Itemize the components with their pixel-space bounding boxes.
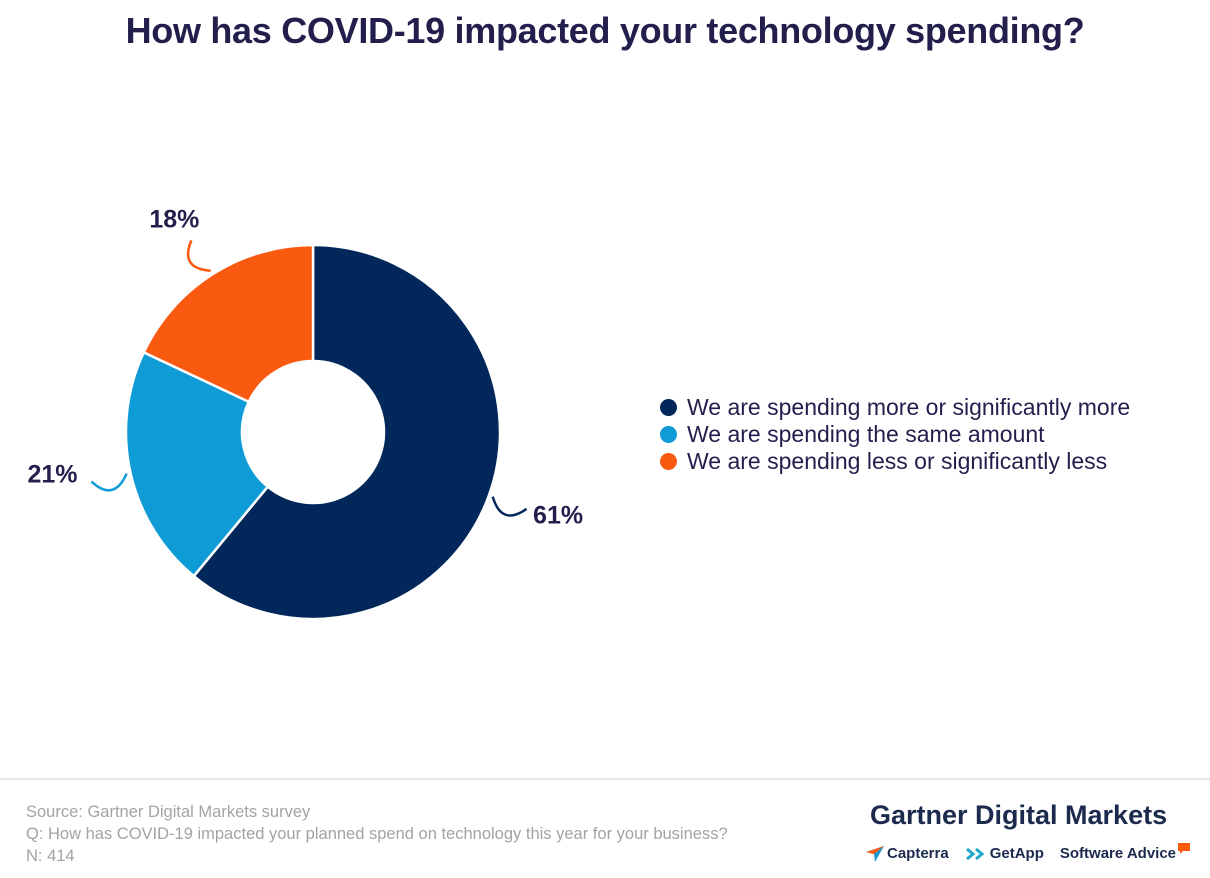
leader-line-more <box>491 496 528 517</box>
value-label-less: 18% <box>149 206 199 234</box>
getapp-label: GetApp <box>989 845 1044 862</box>
legend-item-more: We are spending more or significantly mo… <box>660 394 1130 421</box>
value-label-same: 21% <box>27 460 77 488</box>
sample-size-line: N: 414 <box>26 847 75 865</box>
chart-legend: We are spending more or significantly mo… <box>660 394 1130 475</box>
brand-logos: Capterra GetApp Software Advice <box>866 842 1191 862</box>
capterra-label: Capterra <box>887 845 949 862</box>
slice-same <box>124 350 270 578</box>
chart-title: How has COVID-19 impacted your technolog… <box>125 10 1085 51</box>
getapp-logo: GetApp <box>965 845 1044 862</box>
legend-label-more: We are spending more or significantly mo… <box>687 394 1131 420</box>
footer-divider <box>0 778 1210 780</box>
gartner-logo: Gartner Digital Markets <box>870 800 1168 830</box>
legend-swatch-less <box>660 453 677 470</box>
legend-label-same: We are spending the same amount <box>687 421 1045 447</box>
legend-label-less: We are spending less or significantly le… <box>687 448 1108 474</box>
donut-chart: 61% 21% 18% <box>27 206 583 621</box>
capterra-logo: Capterra <box>866 845 949 862</box>
question-line: Q: How has COVID-19 impacted your planne… <box>26 825 728 843</box>
legend-item-same: We are spending the same amount <box>660 421 1130 448</box>
value-label-more: 61% <box>533 501 583 529</box>
capterra-icon <box>866 845 884 862</box>
getapp-icon <box>965 847 985 860</box>
source-line: Source: Gartner Digital Markets survey <box>26 803 311 821</box>
source-notes: Source: Gartner Digital Markets survey Q… <box>26 801 728 867</box>
leader-line-less <box>186 239 211 272</box>
leader-line-same <box>90 473 128 492</box>
slice-less <box>142 243 315 404</box>
legend-swatch-same <box>660 426 677 443</box>
software-advice-logo: Software Advice <box>1059 842 1191 862</box>
speech-bubble-icon <box>1178 842 1191 854</box>
software-advice-label: Software Advice <box>1059 845 1177 862</box>
legend-swatch-more <box>660 399 677 416</box>
slice-more <box>192 243 502 621</box>
legend-item-less: We are spending less or significantly le… <box>660 448 1130 475</box>
